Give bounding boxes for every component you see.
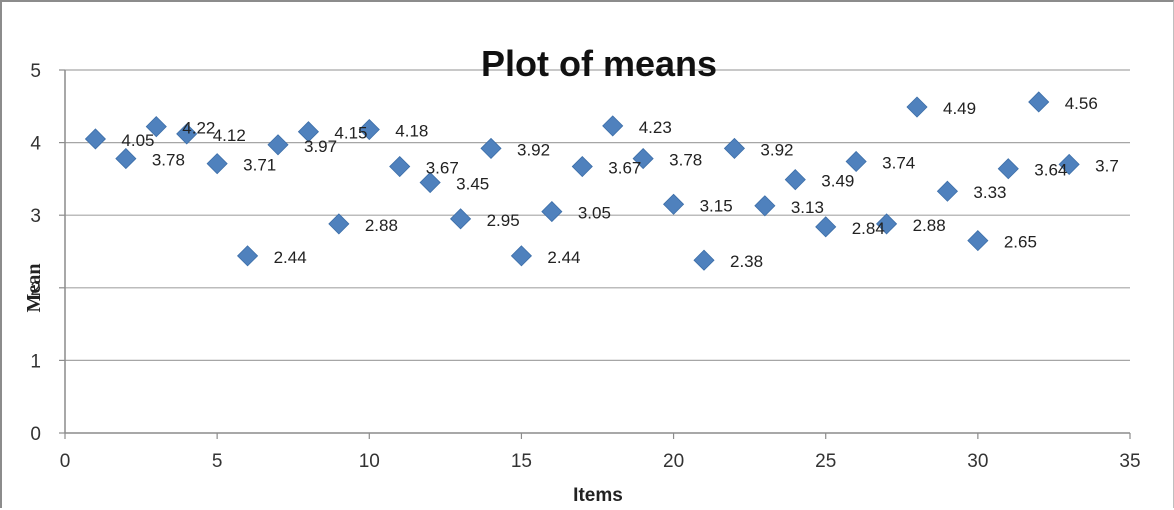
data-label: 3.45 [456, 175, 489, 194]
data-point [723, 137, 745, 159]
x-tick-label: 15 [511, 451, 532, 472]
y-tick-label: 5 [30, 61, 41, 82]
data-label: 3.78 [669, 151, 702, 170]
x-tick-label: 35 [1119, 451, 1140, 472]
y-tick-labels: 0 1 2 3 4 5 [30, 61, 65, 445]
data-label: 3.7 [1095, 156, 1119, 175]
x-tick-label: 0 [60, 451, 71, 472]
data-label: 3.13 [791, 198, 824, 217]
data-point [663, 193, 685, 215]
data-point [328, 213, 350, 235]
data-point [936, 180, 958, 202]
data-label: 2.65 [1004, 233, 1037, 252]
data-label: 3.78 [152, 151, 185, 170]
y-tick-label: 4 [30, 134, 41, 155]
data-label: 2.44 [547, 248, 580, 267]
data-point [541, 201, 563, 223]
data-label: 3.92 [517, 140, 550, 159]
data-label: 4.05 [121, 131, 154, 150]
data-label: 2.84 [852, 219, 885, 238]
data-point [876, 213, 898, 235]
x-tick-labels: 0 5 10 15 20 25 30 35 [60, 433, 1141, 472]
y-tick-label: 1 [30, 351, 41, 372]
y-tick-label: 2 [30, 279, 41, 300]
data-point [450, 208, 472, 230]
data-point [358, 118, 380, 141]
data-label: 3.92 [760, 140, 793, 159]
gridlines [65, 69, 1130, 361]
data-point [1028, 91, 1050, 113]
data-point [237, 245, 259, 267]
data-points [84, 91, 1080, 271]
data-point [176, 123, 198, 145]
x-tick-label: 5 [212, 451, 223, 472]
x-axis-title: Items [573, 485, 623, 506]
data-point [389, 155, 411, 178]
data-point [815, 216, 837, 238]
data-point [693, 249, 715, 271]
data-label: 4.22 [182, 119, 215, 138]
data-label: 2.44 [274, 248, 307, 267]
data-label: 3.64 [1034, 161, 1067, 180]
data-point [480, 137, 502, 159]
data-label: 3.15 [700, 196, 733, 215]
data-point [906, 96, 928, 118]
data-label: 4.15 [334, 124, 367, 143]
data-label: 4.12 [213, 126, 246, 145]
data-point [115, 148, 137, 170]
data-point [297, 121, 319, 143]
data-point [419, 171, 441, 194]
y-tick-label: 0 [30, 424, 41, 445]
data-label: 4.23 [639, 118, 672, 137]
data-point [1058, 153, 1080, 175]
data-point [510, 245, 532, 267]
data-label: 4.18 [395, 122, 428, 141]
data-point [571, 155, 593, 178]
data-label: 2.88 [913, 216, 946, 235]
data-point [206, 153, 228, 175]
data-label: 3.97 [304, 137, 337, 156]
data-label: 4.49 [943, 99, 976, 118]
y-axis-title: Mean [23, 264, 45, 313]
data-label: 3.74 [882, 153, 915, 172]
data-point [84, 128, 106, 150]
data-point [845, 150, 867, 173]
data-point [267, 134, 289, 156]
y-tick-label: 3 [30, 206, 41, 227]
data-label: 2.88 [365, 216, 398, 235]
data-label: 3.49 [821, 172, 854, 191]
data-label: 3.71 [243, 156, 276, 175]
data-point [145, 116, 167, 138]
x-tick-label: 10 [359, 451, 380, 472]
data-label: 3.33 [973, 183, 1006, 202]
data-point [784, 169, 806, 191]
data-label: 2.95 [487, 211, 520, 230]
data-label: 4.56 [1065, 94, 1098, 113]
chart-title: Plot of means [481, 43, 717, 84]
data-point [754, 195, 776, 217]
data-point [997, 158, 1019, 180]
data-label: 3.05 [578, 204, 611, 223]
x-tick-label: 20 [663, 451, 684, 472]
data-point [967, 230, 989, 252]
x-tick-label: 25 [815, 451, 836, 472]
data-label: 3.67 [426, 159, 459, 178]
data-label: 3.67 [608, 159, 641, 178]
data-point [602, 115, 624, 137]
data-labels: 4.053.784.224.123.712.443.974.152.884.18… [121, 94, 1118, 271]
x-tick-label: 30 [967, 451, 988, 472]
data-point [632, 148, 654, 170]
data-label: 2.38 [730, 252, 763, 271]
